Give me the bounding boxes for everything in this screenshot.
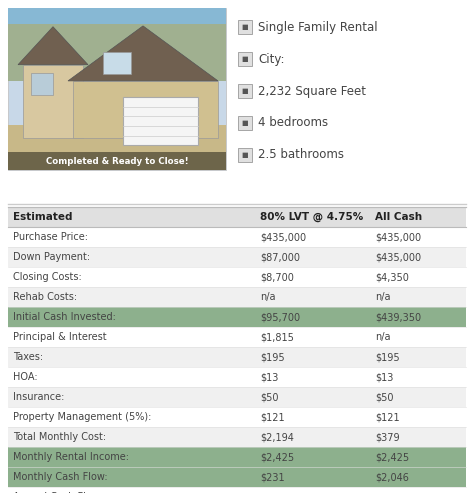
FancyBboxPatch shape xyxy=(238,20,252,34)
Text: $24,552: $24,552 xyxy=(375,492,415,493)
FancyBboxPatch shape xyxy=(8,207,466,227)
FancyBboxPatch shape xyxy=(8,307,466,327)
FancyBboxPatch shape xyxy=(8,367,466,387)
Text: 80% LVT @ 4.75%: 80% LVT @ 4.75% xyxy=(260,212,363,222)
Text: $2,772: $2,772 xyxy=(260,492,294,493)
FancyBboxPatch shape xyxy=(8,427,466,447)
FancyBboxPatch shape xyxy=(23,65,83,138)
Text: Total Monthly Cost:: Total Monthly Cost: xyxy=(13,432,106,442)
Text: Principal & Interest: Principal & Interest xyxy=(13,332,107,342)
Text: $4,350: $4,350 xyxy=(375,272,409,282)
Text: HOA:: HOA: xyxy=(13,372,37,382)
Text: Insurance:: Insurance: xyxy=(13,392,64,402)
Text: n/a: n/a xyxy=(375,292,391,302)
FancyBboxPatch shape xyxy=(123,97,198,145)
Text: 2.5 bathrooms: 2.5 bathrooms xyxy=(258,148,344,162)
Text: Monthly Cash Flow:: Monthly Cash Flow: xyxy=(13,472,108,482)
Text: $50: $50 xyxy=(260,392,279,402)
FancyBboxPatch shape xyxy=(73,81,218,138)
FancyBboxPatch shape xyxy=(8,287,466,307)
Text: $50: $50 xyxy=(375,392,393,402)
Text: $2,425: $2,425 xyxy=(260,452,294,462)
Text: Rehab Costs:: Rehab Costs: xyxy=(13,292,77,302)
Text: Taxes:: Taxes: xyxy=(13,352,43,362)
FancyBboxPatch shape xyxy=(238,52,252,66)
Text: $87,000: $87,000 xyxy=(260,252,300,262)
Text: $379: $379 xyxy=(375,432,400,442)
Text: $8,700: $8,700 xyxy=(260,272,294,282)
Text: ■: ■ xyxy=(242,56,248,62)
Text: $2,425: $2,425 xyxy=(375,452,409,462)
Text: 4 bedrooms: 4 bedrooms xyxy=(258,116,328,130)
Polygon shape xyxy=(68,26,218,81)
Text: $435,000: $435,000 xyxy=(375,252,421,262)
Text: $231: $231 xyxy=(260,472,284,482)
Text: n/a: n/a xyxy=(375,332,391,342)
FancyBboxPatch shape xyxy=(8,152,226,170)
FancyBboxPatch shape xyxy=(103,52,131,74)
Text: ■: ■ xyxy=(242,120,248,126)
FancyBboxPatch shape xyxy=(8,407,466,427)
Text: Single Family Rental: Single Family Rental xyxy=(258,21,378,34)
FancyBboxPatch shape xyxy=(8,125,226,170)
Text: $121: $121 xyxy=(375,412,400,422)
FancyBboxPatch shape xyxy=(8,327,466,347)
Text: 2,232 Square Feet: 2,232 Square Feet xyxy=(258,84,366,98)
Text: $195: $195 xyxy=(375,352,400,362)
Text: $1,815: $1,815 xyxy=(260,332,294,342)
Text: n/a: n/a xyxy=(260,292,275,302)
Text: $2,046: $2,046 xyxy=(375,472,409,482)
Text: Initial Cash Invested:: Initial Cash Invested: xyxy=(13,312,116,322)
FancyBboxPatch shape xyxy=(8,447,466,467)
FancyBboxPatch shape xyxy=(8,267,466,287)
FancyBboxPatch shape xyxy=(31,72,53,95)
Text: Closing Costs:: Closing Costs: xyxy=(13,272,82,282)
Text: Purchase Price:: Purchase Price: xyxy=(13,232,88,242)
Text: ■: ■ xyxy=(242,88,248,94)
FancyBboxPatch shape xyxy=(8,487,466,493)
Text: $13: $13 xyxy=(375,372,393,382)
Text: Property Management (5%):: Property Management (5%): xyxy=(13,412,151,422)
Text: $95,700: $95,700 xyxy=(260,312,300,322)
FancyBboxPatch shape xyxy=(8,347,466,367)
Text: Monthly Rental Income:: Monthly Rental Income: xyxy=(13,452,129,462)
FancyBboxPatch shape xyxy=(8,387,466,407)
FancyBboxPatch shape xyxy=(8,8,226,81)
FancyBboxPatch shape xyxy=(8,247,466,267)
Text: Completed & Ready to Close!: Completed & Ready to Close! xyxy=(46,156,188,166)
FancyBboxPatch shape xyxy=(238,84,252,98)
Text: $121: $121 xyxy=(260,412,284,422)
Text: Estimated: Estimated xyxy=(13,212,73,222)
Text: Down Payment:: Down Payment: xyxy=(13,252,90,262)
Text: $439,350: $439,350 xyxy=(375,312,421,322)
Text: $435,000: $435,000 xyxy=(260,232,306,242)
Text: City:: City: xyxy=(258,52,284,66)
Text: $435,000: $435,000 xyxy=(375,232,421,242)
Polygon shape xyxy=(18,27,88,65)
Text: All Cash: All Cash xyxy=(375,212,422,222)
FancyBboxPatch shape xyxy=(238,148,252,162)
FancyBboxPatch shape xyxy=(8,467,466,487)
Text: $195: $195 xyxy=(260,352,284,362)
FancyBboxPatch shape xyxy=(238,116,252,130)
Text: $13: $13 xyxy=(260,372,278,382)
FancyBboxPatch shape xyxy=(8,8,226,170)
FancyBboxPatch shape xyxy=(8,24,226,81)
FancyBboxPatch shape xyxy=(8,227,466,247)
Text: Annual Cash Flow:: Annual Cash Flow: xyxy=(13,492,102,493)
Text: $2,194: $2,194 xyxy=(260,432,294,442)
Text: ■: ■ xyxy=(242,152,248,158)
Text: ■: ■ xyxy=(242,24,248,30)
